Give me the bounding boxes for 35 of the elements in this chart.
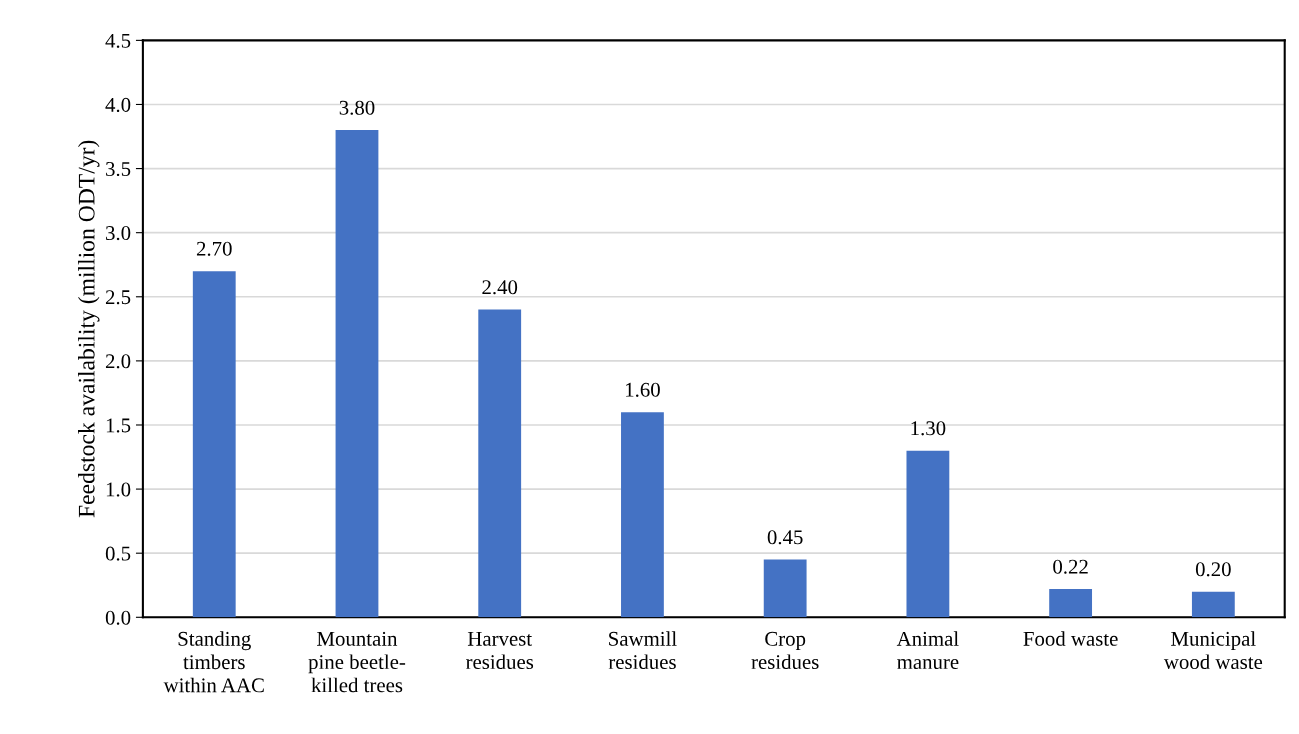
x-tick-label: Crop residues (751, 631, 819, 670)
x-tick-label: Mountain pine beetle- killed trees (308, 631, 406, 693)
bar (192, 271, 236, 618)
x-tick-label: Municipal wood waste (1163, 631, 1263, 670)
data-label: 0.22 (1053, 559, 1088, 574)
x-tick-label: Food waste (1023, 631, 1118, 646)
y-tick-label: 0.0 (105, 610, 131, 625)
bar (1049, 589, 1093, 618)
x-tick-label: Standing timbers within AAC (163, 631, 264, 693)
data-label: 2.40 (482, 280, 518, 295)
data-label: 1.60 (626, 382, 660, 397)
y-tick-label: 1.0 (106, 482, 131, 497)
data-label: 3.80 (339, 100, 375, 115)
y-tick-label: 2.0 (105, 354, 131, 369)
bar (1191, 591, 1235, 618)
data-label: 2.70 (196, 241, 232, 256)
x-tick-label: Harvest residues (465, 632, 534, 670)
y-tick-label: 4.0 (105, 97, 131, 112)
bar (763, 559, 807, 618)
y-tick-label: 3.0 (106, 226, 131, 241)
data-label: 0.45 (767, 530, 803, 545)
y-axis-title: Feedstock availability (million ODT/yr) (78, 140, 100, 518)
y-tick-label: 3.5 (106, 162, 131, 177)
bar (478, 309, 522, 618)
bar (906, 450, 950, 618)
y-tick-label: 4.5 (105, 33, 131, 48)
y-tick-label: 0.5 (105, 546, 131, 561)
y-tick-label: 2.5 (105, 290, 131, 305)
data-label: 0.20 (1195, 562, 1231, 577)
x-tick-label: Sawmill residues (608, 631, 677, 670)
data-label: 1.30 (911, 421, 946, 436)
x-tick-label: Animal manure (896, 631, 959, 670)
bar (621, 412, 664, 618)
y-tick-label: 1.5 (106, 418, 131, 433)
bar (335, 130, 379, 618)
